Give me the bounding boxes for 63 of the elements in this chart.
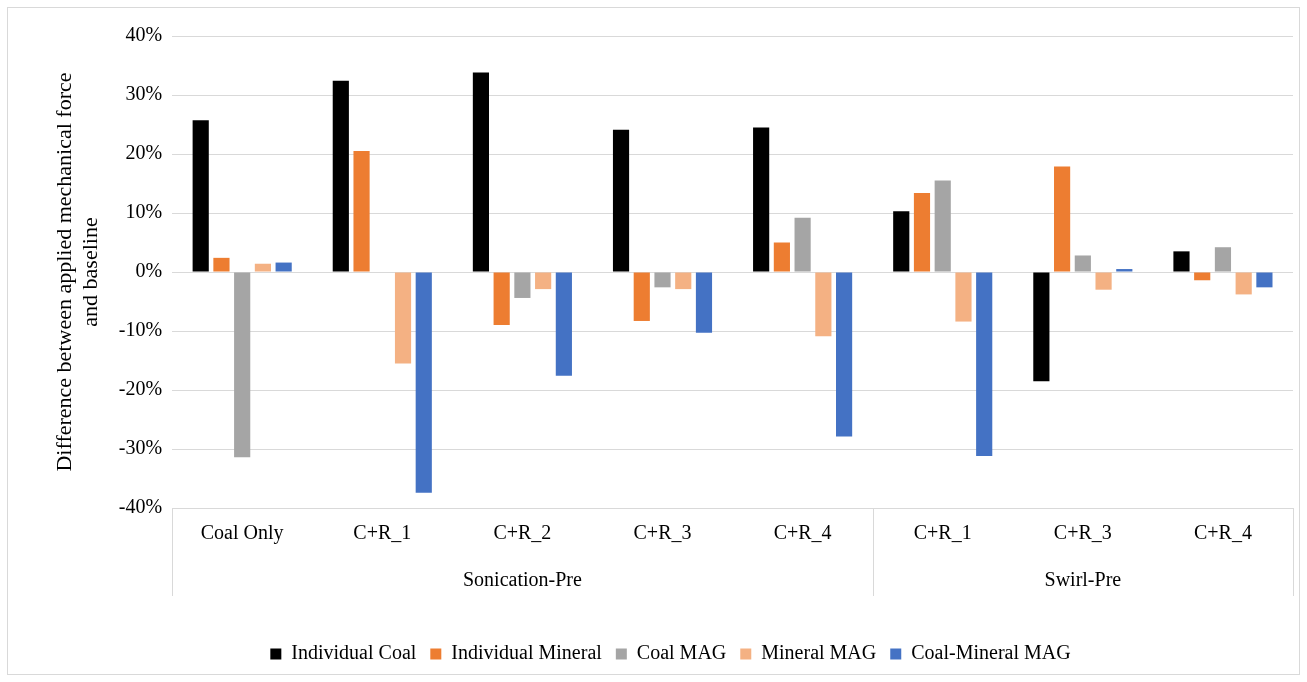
bar xyxy=(773,242,790,272)
bar xyxy=(695,272,713,333)
bar xyxy=(1095,272,1112,290)
bar xyxy=(394,272,412,364)
bar xyxy=(1235,272,1252,295)
bar xyxy=(1256,272,1273,288)
legend-label: Individual Coal xyxy=(291,641,417,664)
bar xyxy=(275,262,292,272)
bar xyxy=(675,272,692,290)
bar xyxy=(934,180,951,272)
x-tick-label: C+R_2 xyxy=(493,521,552,544)
y-tick-label: -10% xyxy=(118,318,163,341)
bar xyxy=(893,211,910,272)
bar xyxy=(514,272,531,298)
x-tick-label: C+R_4 xyxy=(1193,521,1252,544)
text: Sonication-Pre xyxy=(462,568,582,591)
y-tick-label: 0% xyxy=(135,259,163,282)
text: Swirl-Pre xyxy=(1044,568,1122,591)
bar xyxy=(633,272,650,321)
bar xyxy=(1074,255,1091,272)
legend-label: Coal-Mineral MAG xyxy=(911,641,1071,664)
y-tick-label: -40% xyxy=(118,495,163,518)
y-tick-label: -30% xyxy=(118,436,163,459)
bar xyxy=(913,192,931,272)
legend-label: Mineral MAG xyxy=(761,641,877,664)
legend-label: Coal MAG xyxy=(636,641,727,664)
bar xyxy=(332,80,349,272)
bar xyxy=(555,272,572,376)
x-tick-label: C+R_3 xyxy=(633,521,692,544)
bar xyxy=(254,263,271,272)
bar xyxy=(535,272,552,290)
bar xyxy=(234,272,251,458)
bar xyxy=(1214,247,1232,272)
y-tick-label: -20% xyxy=(118,377,163,400)
bar xyxy=(1173,251,1190,272)
legend-label: Individual Mineral xyxy=(451,641,603,664)
bar xyxy=(192,120,209,272)
bar xyxy=(612,129,630,272)
x-tick-label: C+R_4 xyxy=(773,521,832,544)
bar xyxy=(1116,269,1133,272)
y-tick-label: 30% xyxy=(125,82,163,105)
bar xyxy=(836,272,853,437)
x-tick-label: C+R_1 xyxy=(913,521,972,544)
bar xyxy=(654,272,671,288)
bar xyxy=(955,272,972,322)
bar xyxy=(415,272,432,493)
x-tick-label: C+R_3 xyxy=(1053,521,1112,544)
y-tick-label: 10% xyxy=(125,200,163,223)
bar xyxy=(1033,272,1050,382)
bar xyxy=(493,272,510,326)
bar xyxy=(472,72,490,272)
bar xyxy=(753,127,770,272)
bar xyxy=(1054,166,1071,272)
bar xyxy=(353,151,370,272)
bar xyxy=(815,272,832,337)
x-tick-label: Coal Only xyxy=(200,521,284,545)
bar xyxy=(976,272,993,457)
x-tick-label: C+R_1 xyxy=(353,521,412,544)
y-axis-title: Difference between applied mechanical force and baseline xyxy=(50,72,103,472)
bar xyxy=(213,257,230,272)
bar xyxy=(794,217,811,272)
y-tick-label: 40% xyxy=(125,23,163,46)
y-tick-label: 20% xyxy=(125,141,163,164)
